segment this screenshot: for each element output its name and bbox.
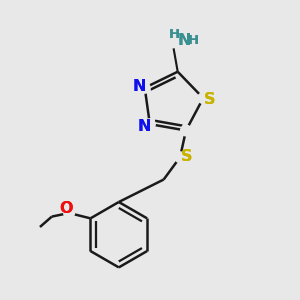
Circle shape	[140, 82, 150, 93]
Text: N: N	[132, 79, 146, 94]
Text: S: S	[181, 149, 192, 164]
Text: S: S	[204, 92, 215, 107]
Text: N: N	[177, 34, 191, 49]
Circle shape	[198, 93, 208, 104]
Circle shape	[167, 37, 178, 48]
Text: H: H	[169, 28, 180, 40]
Circle shape	[145, 119, 155, 130]
Text: S: S	[204, 92, 215, 107]
Text: N: N	[177, 34, 191, 49]
Text: H: H	[169, 28, 180, 40]
Text: O: O	[59, 201, 73, 216]
Text: H: H	[188, 34, 199, 47]
Text: S: S	[181, 149, 192, 164]
Text: N: N	[132, 79, 146, 94]
Text: O: O	[59, 201, 73, 216]
Text: H: H	[188, 34, 199, 47]
Text: N: N	[138, 119, 151, 134]
Circle shape	[175, 152, 185, 163]
Text: N: N	[138, 119, 151, 134]
Circle shape	[64, 208, 74, 218]
Circle shape	[181, 125, 191, 136]
